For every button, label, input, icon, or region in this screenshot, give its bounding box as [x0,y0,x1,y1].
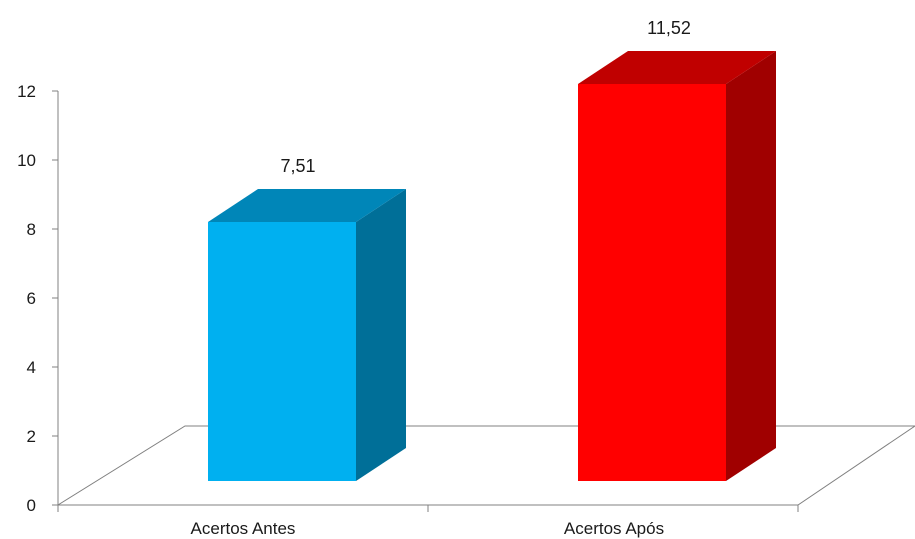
data-label: 7,51 [280,156,315,176]
x-category-label: Acertos Após [564,519,664,538]
bar-top-face [208,189,406,222]
y-tick-label: 8 [27,220,36,239]
bar-side-face [356,189,406,481]
bar [578,51,776,481]
y-tick-label: 2 [27,427,36,446]
y-tick-label: 12 [17,82,36,101]
bar-front-face [578,84,726,481]
bar-front-face [208,222,356,481]
x-category-label: Acertos Antes [191,519,296,538]
chart-labels: 7,51 Acertos Antes 11,52 Acertos Após [191,18,691,538]
y-tick-label: 4 [27,358,36,377]
chart-floor [56,425,915,506]
chart-bars [208,51,776,481]
data-label: 11,52 [647,18,691,38]
bar-side-face [726,51,776,481]
y-tick-label: 0 [27,496,36,515]
bar-top-face [578,51,776,84]
chart-axes: 0 2 4 6 8 10 12 [17,82,915,515]
y-tick-label: 6 [27,289,36,308]
y-tick-label: 10 [17,151,36,170]
bar [208,189,406,481]
